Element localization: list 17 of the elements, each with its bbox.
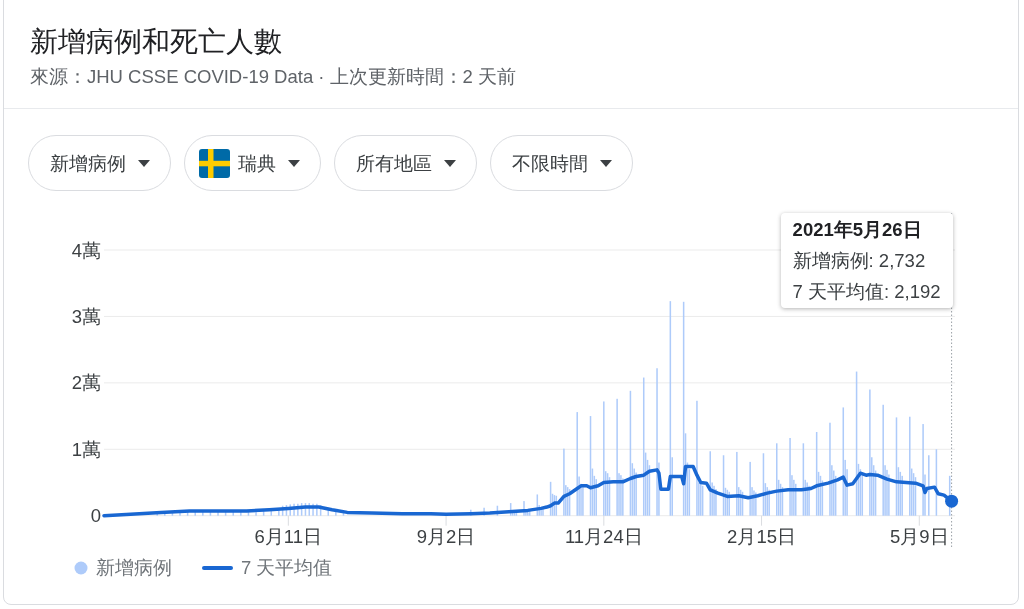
y-tick-label: 3萬 xyxy=(71,305,101,327)
y-tick-label: 2萬 xyxy=(71,372,101,394)
y-tick-label: 1萬 xyxy=(71,438,101,460)
legend-label: 7 天平均值 xyxy=(241,556,333,580)
legend-label: 新增病例 xyxy=(96,556,172,580)
subtitle: 來源：JHU CSSE COVID-19 Data · 上次更新時間：2 天前 xyxy=(30,66,517,88)
y-tick-label: 0 xyxy=(90,505,101,527)
x-tick-label: 6月11日 xyxy=(254,526,323,548)
x-tick-label: 9月2日 xyxy=(416,526,476,548)
tooltip-line: 新增病例: 2,732 xyxy=(792,249,927,273)
x-tick-label: 2月15日 xyxy=(727,526,796,548)
title: 新增病例和死亡人數 xyxy=(30,25,282,59)
tooltip-line: 2021年5月26日 xyxy=(792,218,923,242)
y-tick-label: 4萬 xyxy=(71,239,101,261)
tooltip-line: 7 天平均值: 2,192 xyxy=(792,280,941,304)
x-tick-label: 5月9日 xyxy=(890,526,949,548)
x-tick-label: 11月24日 xyxy=(564,526,643,548)
